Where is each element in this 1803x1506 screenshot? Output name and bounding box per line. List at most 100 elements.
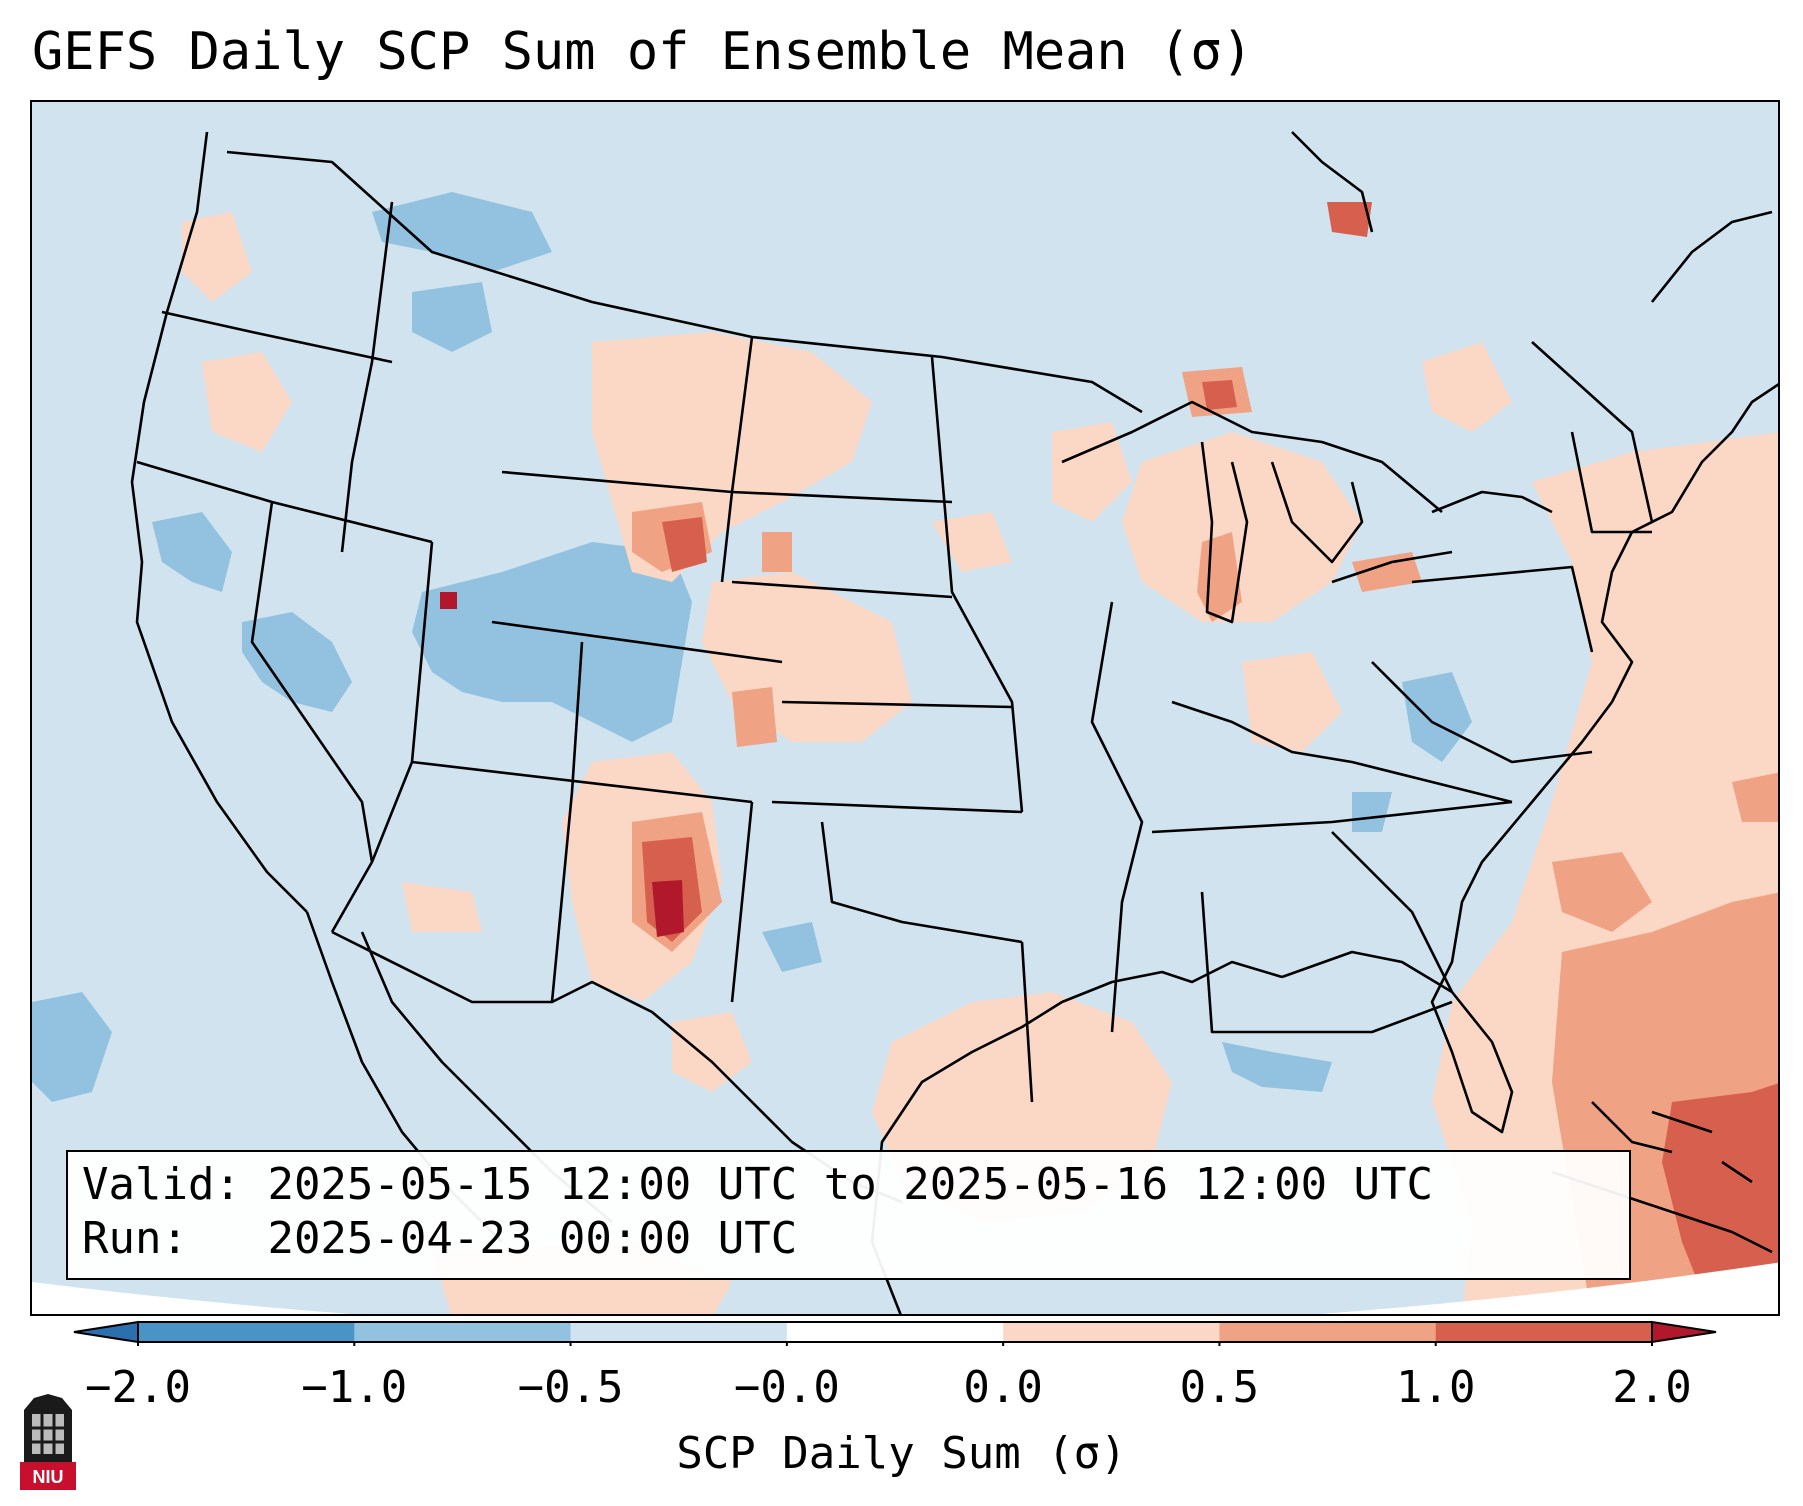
border-ks-ok [771,800,1023,814]
border-maine [1531,341,1654,523]
colorbar-tick-label: −0.5 [517,1362,624,1413]
blue-patch-washington [372,192,552,272]
coastline-hudson [1291,131,1374,233]
logo-text: NIU [33,1467,64,1487]
blue-patch-gulf [1222,1042,1332,1092]
coastline-canada [1650,210,1773,303]
darkred-patch-utah-dot [440,592,457,609]
peach-patch-minnesota [932,512,1012,572]
border-lake-erie [1331,550,1453,584]
coastline-gulf-us [1281,701,1614,1134]
colorbar-tick-label: −2.0 [85,1362,191,1413]
red-patch-nova-scotia [1327,202,1372,237]
border-dakotas [730,336,953,504]
border-pa-ny [1411,565,1594,653]
colorbar-bins [73,1320,1717,1344]
blue-patch-texas [762,922,822,972]
run-row: Run: 2025-04-23 00:00 UTC [82,1212,1615,1266]
red-patch-montana [662,517,707,572]
border-new-england [1570,431,1652,534]
salmon-patch-bermuda [1732,772,1778,822]
niu-logo: NIU [20,1394,76,1490]
blue-patch-nevada [242,612,352,712]
colorbar-bin [354,1322,572,1342]
valid-row: Valid: 2025-05-15 12:00 UTC to 2025-05-1… [82,1158,1615,1212]
peach-patch-wisconsin [1052,422,1132,522]
colorbar-tick-label: −0.0 [733,1362,840,1413]
peach-patch-pacific-nw [182,212,252,302]
valid-value: 2025-05-15 12:00 UTC to 2025-05-16 12:00… [267,1159,1434,1210]
peach-patch-arizona [402,882,482,932]
border-ca-nv [250,501,374,863]
blue-patch-idaho [412,282,492,352]
coastline-bahamas [1591,1101,1753,1184]
colorbar-tick-label: 1.0 [1395,1362,1476,1413]
colorbar [73,1320,1717,1346]
colorbar-bin [570,1322,788,1342]
peach-patch-texas-south [672,1012,752,1092]
border-id-mt [340,201,394,553]
colorbar-extend-low [73,1320,139,1344]
border-ok-tx [820,821,1023,944]
red-patch-michigan-up [1202,380,1237,410]
border-ms-al-ga [1200,891,1453,1034]
border-wy-co [491,620,783,664]
colorbar-tick-marks [137,1342,1653,1346]
valid-label: Valid: [82,1159,241,1210]
salmon-patch-lake-erie [1352,552,1422,592]
colorbar-label: SCP Daily Sum (σ) [676,1428,1127,1479]
blue-patch-utah-colorado [412,542,692,742]
colorbar-bin [138,1322,355,1342]
colorbar-bin [786,1322,1004,1342]
border-mn-ia-mo [930,356,1024,813]
salmon-patch-kansas [732,687,777,747]
border-ne-ks [781,700,1013,709]
peach-patch-great-lakes [1122,432,1362,622]
valid-run-info-box: Valid: 2025-05-15 12:00 UTC to 2025-05-1… [66,1150,1631,1280]
peach-patch-oregon [202,352,292,452]
border-michigan-lower [1270,461,1364,564]
border-ohio-river [1171,700,1513,804]
colorbar-extend-high [1651,1320,1717,1344]
border-great-lakes-north [1061,400,1443,513]
border-tn-southeast [1151,800,1513,834]
border-va-wv [1371,661,1593,764]
blue-patch-pacific [32,992,112,1102]
projection-edge [32,1262,1778,1314]
blue-patch-california [152,512,232,592]
border-nm-tx [730,801,754,1003]
border-az-nm [550,791,574,1003]
salmon-patch-north-dakota [762,532,792,572]
blue-patch-virginia [1402,672,1472,762]
coastline-west [130,131,308,913]
border-lake-michigan [1200,441,1249,624]
salmon-patch-atlantic-mid [1552,852,1652,932]
map-canvas [32,102,1778,1314]
negative-anomaly-areas [32,192,1472,1102]
colorbar-tick-label: 0.0 [963,1362,1043,1413]
border-nv-ut-az [330,541,434,933]
border-wa-or [161,310,393,364]
run-value: 2025-04-23 00:00 UTC [267,1213,798,1264]
colorbar-bin [1435,1322,1653,1342]
coastline-great-lakes-ontario [1431,490,1553,514]
peach-patch-new-england [1422,342,1512,432]
border-tx-la [1020,941,1034,1103]
colorbar-tick-label: −1.0 [301,1362,408,1413]
peach-patch-ohio-valley [1242,652,1342,752]
colorbar-bin [1219,1322,1437,1342]
map-title: GEFS Daily SCP Sum of Ensemble Mean (σ) [32,22,1253,82]
border-canada-us [226,150,1143,414]
border-mississippi [1090,601,1144,1033]
border-ut-co [570,641,584,793]
colorbar-tick-label: 2.0 [1612,1362,1692,1413]
colorbar-tick-label: 0.5 [1179,1362,1260,1413]
colorbar-bin [1003,1322,1220,1342]
red-patch-bahamas [1662,1083,1778,1314]
border-co-nm [411,760,753,804]
colorbar-outline [137,1321,1653,1343]
run-label: Run: [82,1213,188,1264]
border-ga-sc [1331,831,1454,993]
extreme-positive-areas [440,592,684,937]
blue-patch-tennessee [1352,792,1392,832]
